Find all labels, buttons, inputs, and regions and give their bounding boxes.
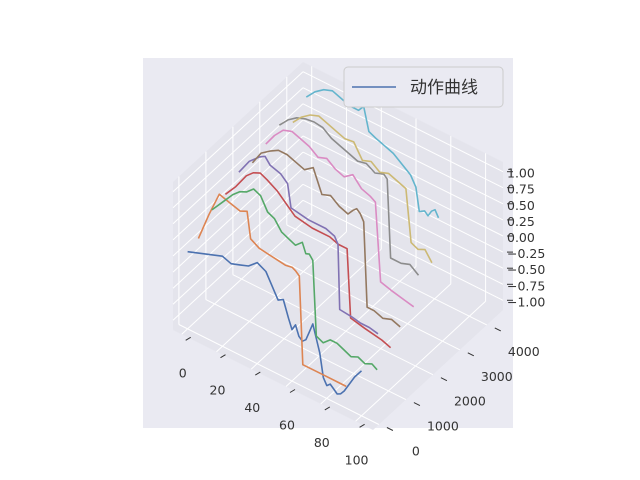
grid-z-side <box>172 167 304 289</box>
y-tick-label: 3000 <box>481 369 513 384</box>
z-tick-label: 0.75 <box>507 182 535 197</box>
grid-z-back <box>302 183 504 285</box>
z-tick-label: 0.25 <box>507 214 535 229</box>
y-tick-label: 1000 <box>427 419 459 434</box>
grid-y-floor <box>205 299 407 401</box>
grid-z-side <box>172 183 304 305</box>
pane-0 <box>173 210 503 430</box>
x-tick-mark <box>255 371 261 376</box>
y-tick-mark <box>494 327 502 332</box>
z-tick-label: −0.50 <box>507 262 545 277</box>
series-line-8 <box>278 117 420 276</box>
series-line-9 <box>292 114 433 264</box>
z-tick-label: 0.50 <box>507 198 535 213</box>
series-line-5 <box>238 155 379 335</box>
series-line-4 <box>224 172 392 349</box>
grid-z-back <box>302 71 504 173</box>
y-tick-label: 2000 <box>454 394 486 409</box>
x-tick-label: 40 <box>244 400 260 415</box>
grid-y-floor <box>232 274 434 376</box>
x-tick-mark <box>359 423 365 428</box>
x-tick-label: 60 <box>279 418 295 433</box>
x-tick-mark <box>185 336 191 341</box>
series-line-2 <box>197 193 347 388</box>
grid-x-floor <box>216 231 347 353</box>
z-tick-label: −1.00 <box>507 294 545 309</box>
y-tick-mark <box>386 427 394 431</box>
grid-y-floor <box>286 224 488 326</box>
grid-z-side <box>172 71 304 193</box>
series-line-3 <box>211 188 378 371</box>
z-tick-label: 1.00 <box>507 166 535 181</box>
grid-y-floor <box>259 249 461 351</box>
series-line-1 <box>187 250 363 395</box>
data-lines <box>187 88 440 395</box>
y-tick-label: 0 <box>412 444 420 459</box>
tick-labels: 02040608010001000200030004000−1.00−0.75−… <box>179 166 546 468</box>
legend-label: 动作曲线 <box>410 78 478 98</box>
z-tick-label: −0.25 <box>507 246 545 261</box>
grid-z-side <box>172 199 304 321</box>
grid-z-back <box>302 119 504 221</box>
grid-z-side <box>172 87 304 209</box>
legend: 动作曲线 <box>343 66 504 108</box>
y-tick-mark <box>413 402 421 407</box>
grid-y-floor <box>178 324 380 425</box>
grid-lines <box>172 66 504 425</box>
x-tick-label: 0 <box>179 365 187 380</box>
series-line-7 <box>265 129 415 308</box>
x-tick-label: 100 <box>345 452 369 467</box>
grid-x-floor <box>250 248 382 370</box>
y-tick-mark <box>467 352 475 357</box>
x-tick-mark <box>324 406 331 411</box>
grid-z-back <box>302 167 504 269</box>
y-tick-mark <box>440 377 448 382</box>
grid-z-back <box>302 151 504 253</box>
grid-x-floor <box>355 300 486 422</box>
grid-z-back <box>302 87 504 189</box>
x-tick-mark <box>220 354 226 359</box>
grid-x-floor <box>181 213 313 335</box>
series-line-6 <box>251 149 401 328</box>
grid-z-back <box>302 103 504 205</box>
grid-z-back <box>302 199 504 301</box>
x-tick-mark <box>289 389 296 393</box>
y-tick-label: 4000 <box>508 344 540 359</box>
series-line-10 <box>305 88 440 219</box>
z-tick-label: −0.75 <box>507 278 545 293</box>
x-tick-label: 20 <box>210 383 226 398</box>
grid-z-side <box>172 119 304 241</box>
x-tick-label: 80 <box>314 435 330 450</box>
grid-z-side <box>172 135 304 257</box>
legend-box <box>343 66 504 108</box>
z-tick-label: 0.00 <box>507 230 535 245</box>
